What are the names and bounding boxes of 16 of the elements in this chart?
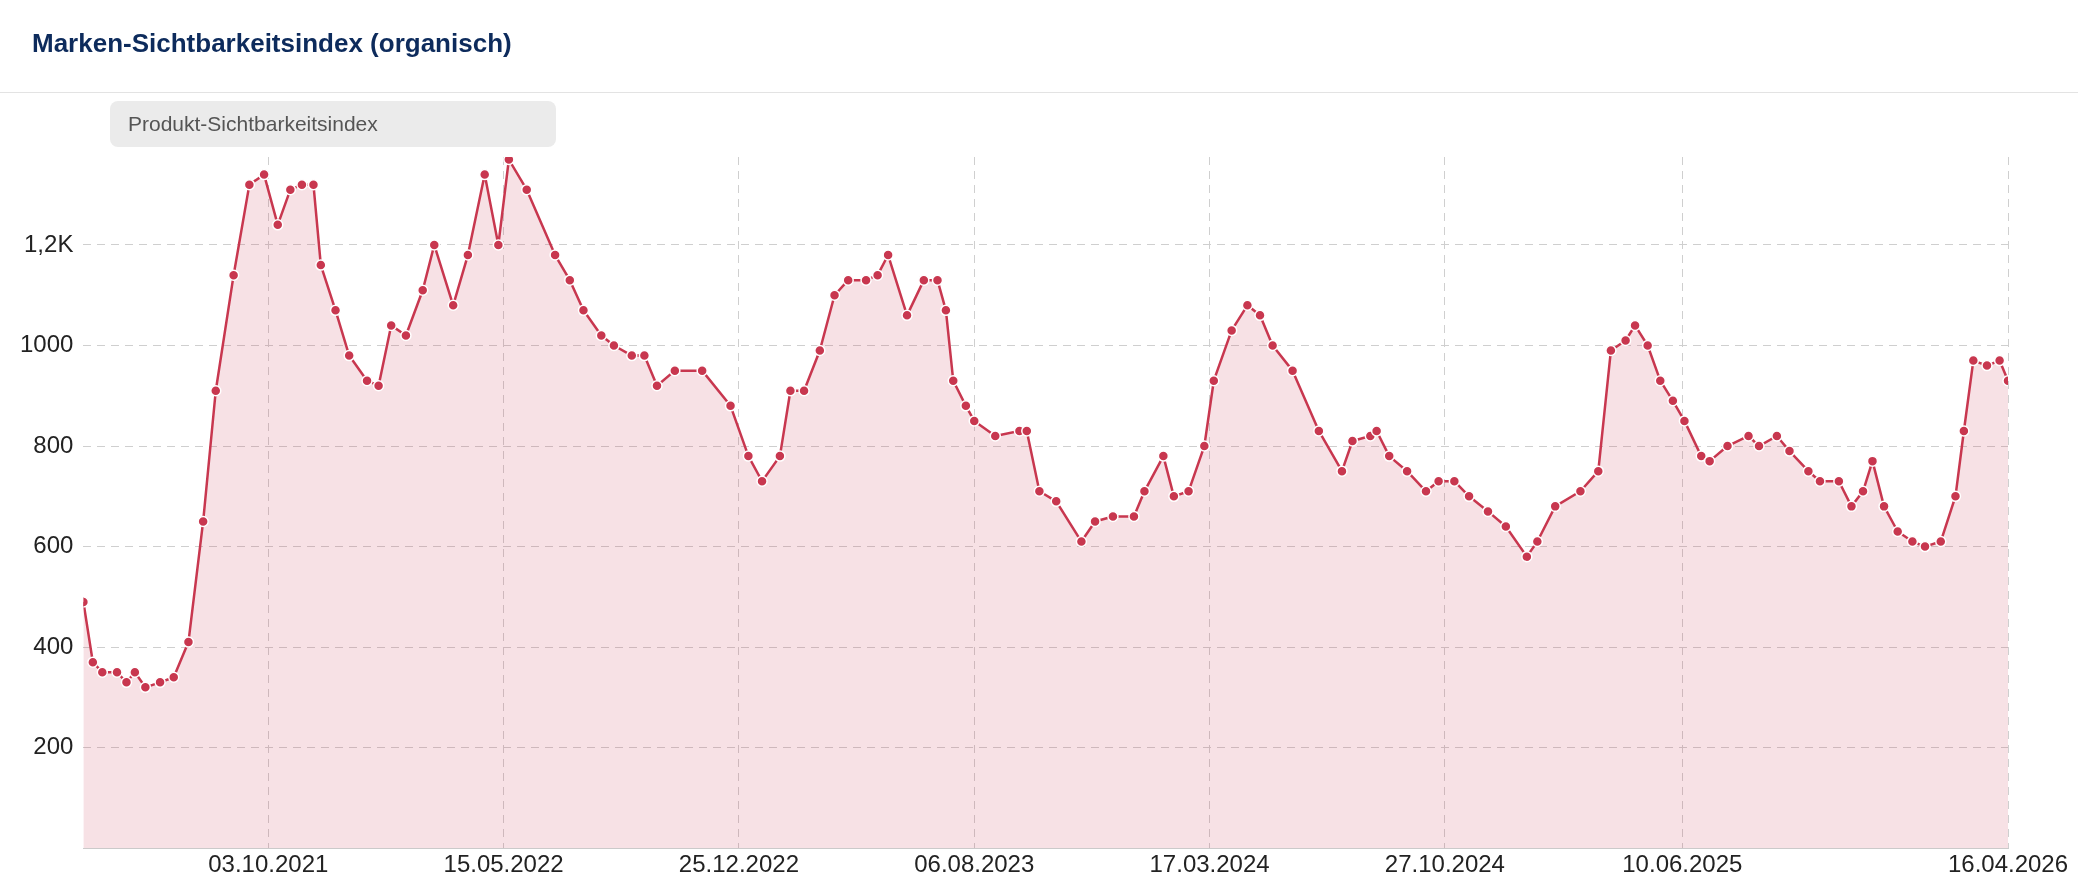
x-tick-label: 27.10.2024 — [1384, 850, 1505, 878]
text: Produkt-Sichtbarkeitsindex — [110, 101, 556, 147]
x-tick-label: 06.08.2023 — [914, 850, 1035, 878]
y-tick-label: 200 — [33, 732, 74, 760]
x-tick-label: 25.12.2022 — [678, 850, 799, 878]
chart-title: Marken-Sichtbarkeitsindex (organisch) — [0, 0, 2078, 93]
y-tick-label: 1000 — [20, 330, 74, 358]
x-tick-label: 16.04.2026 — [1947, 850, 2069, 878]
x-tick-label: 15.05.2022 — [443, 850, 564, 878]
x-tick-label: 17.03.2024 — [1149, 850, 1270, 878]
x-tick-label: 03.10.2021 — [208, 850, 329, 878]
y-tick-label: 400 — [33, 631, 74, 659]
y-tick-label: 800 — [33, 430, 74, 458]
y-tick-label: 600 — [33, 531, 74, 559]
y-tick-label: 1,2K — [24, 229, 74, 257]
x-tick-label: 10.06.2025 — [1622, 850, 1743, 878]
